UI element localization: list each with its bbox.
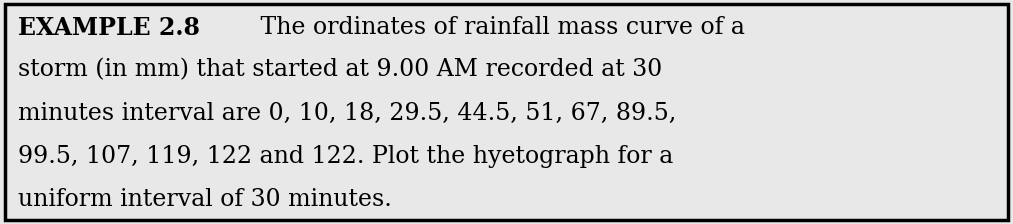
Text: uniform interval of 30 minutes.: uniform interval of 30 minutes. (18, 188, 392, 211)
Text: 99.5, 107, 119, 122 and 122. Plot the hyetograph for a: 99.5, 107, 119, 122 and 122. Plot the hy… (18, 145, 674, 168)
Text: storm (in mm) that started at 9.00 AM recorded at 30: storm (in mm) that started at 9.00 AM re… (18, 59, 663, 82)
Text: EXAMPLE 2.8: EXAMPLE 2.8 (18, 16, 201, 40)
FancyBboxPatch shape (5, 4, 1008, 220)
Text: The ordinates of rainfall mass curve of a: The ordinates of rainfall mass curve of … (253, 16, 745, 39)
Text: minutes interval are 0, 10, 18, 29.5, 44.5, 51, 67, 89.5,: minutes interval are 0, 10, 18, 29.5, 44… (18, 102, 677, 125)
